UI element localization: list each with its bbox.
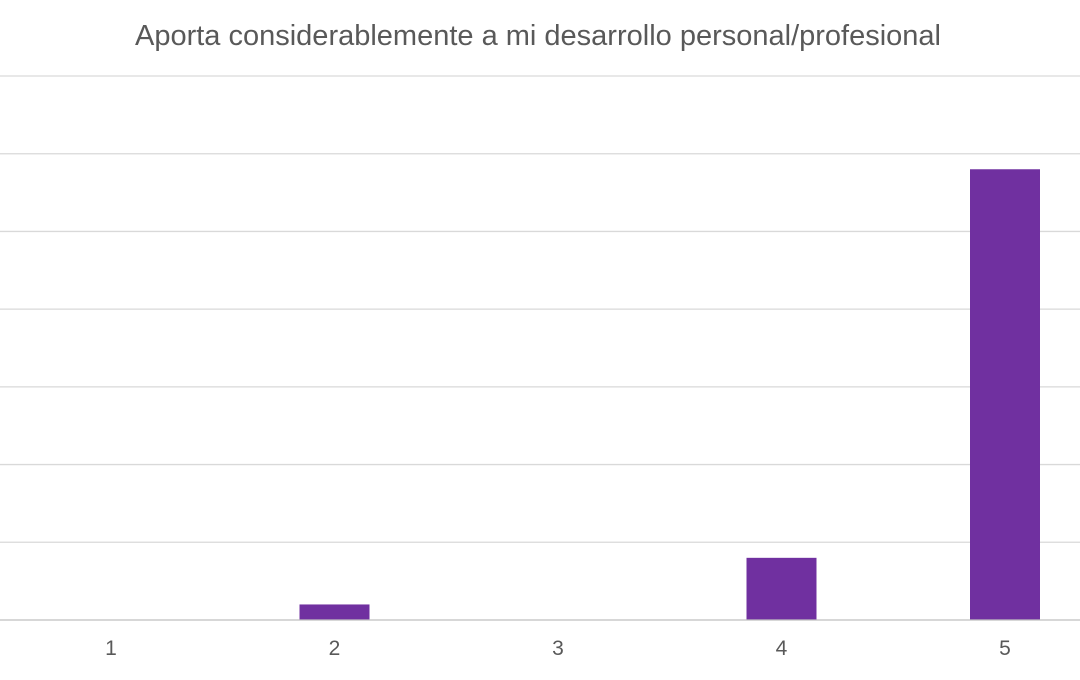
x-tick-label-3: 3 (552, 637, 564, 660)
bar-5 (970, 169, 1040, 620)
x-tick-label-4: 4 (776, 637, 788, 660)
x-tick-label-2: 2 (329, 637, 341, 660)
gridlines (0, 75, 1080, 543)
x-tick-label-1: 1 (105, 637, 117, 660)
chart-title: Aporta considerablemente a mi desarrollo… (135, 20, 941, 52)
bar-2 (299, 604, 370, 620)
x-tick-labels: 1 2 3 4 5 (105, 637, 1011, 660)
bar-4 (746, 557, 817, 620)
bars (299, 169, 1040, 620)
x-tick-label-5: 5 (999, 637, 1011, 660)
